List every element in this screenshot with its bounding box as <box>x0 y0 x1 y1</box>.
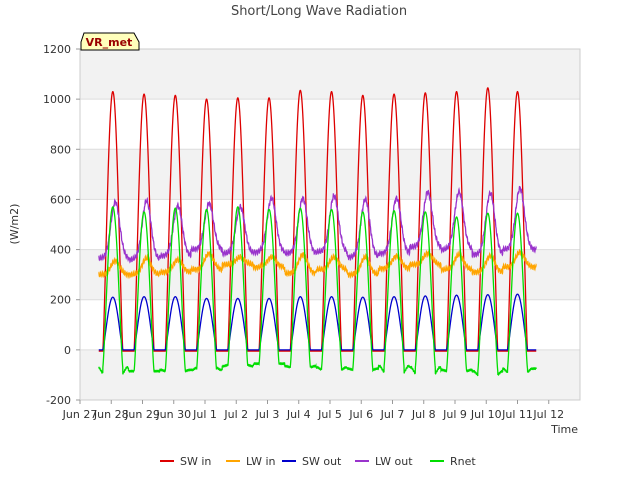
legend-label-lw-in: LW in <box>246 455 276 468</box>
series-line-rnet <box>98 206 537 377</box>
legend-label-sw-in: SW in <box>180 455 211 468</box>
series-line-lw-in <box>98 248 537 280</box>
y-tick-label: 0 <box>64 344 71 357</box>
x-tick-label: Jul 2 <box>223 408 248 421</box>
chart-title: Short/Long Wave Radiation <box>231 4 407 19</box>
y-tick-label: -200 <box>46 394 71 407</box>
x-tick-label: Jul 6 <box>348 408 373 421</box>
series-line-sw-in <box>98 87 537 352</box>
y-tick-label: 1000 <box>43 93 71 106</box>
x-tick-label: Jul 8 <box>411 408 436 421</box>
series-line-sw-out <box>98 293 537 351</box>
x-tick-label: Jun 28 <box>93 408 129 421</box>
x-tick-label: Jul 7 <box>380 408 405 421</box>
y-axis: -200 0 200 400 600 800 1000 1200 <box>43 43 80 407</box>
x-tick-label: Jul 9 <box>442 408 467 421</box>
legend-label-sw-out: SW out <box>302 455 342 468</box>
badge-label: VR_met <box>86 36 133 49</box>
y-tick-label: 600 <box>50 193 71 206</box>
x-tick-label: Jun 27 <box>62 408 98 421</box>
background-band <box>80 249 580 300</box>
x-tick-label: Jul 1 <box>192 408 217 421</box>
y-axis-label: (W/m2) <box>8 204 21 245</box>
x-tick-label: Jun 30 <box>155 408 191 421</box>
background-band <box>80 349 580 400</box>
x-tick-label: Jun 29 <box>124 408 160 421</box>
y-tick-label: 1200 <box>43 43 71 56</box>
x-tick-label: Jul 10 <box>470 408 502 421</box>
series-lines <box>98 87 537 377</box>
legend-label-lw-out: LW out <box>375 455 413 468</box>
x-tick-label: Jul 5 <box>317 408 342 421</box>
station-badge: VR_met <box>80 32 140 51</box>
background-band <box>80 149 580 200</box>
y-tick-label: 400 <box>50 244 71 257</box>
badge-box <box>80 32 140 51</box>
x-axis-label: Time <box>550 423 578 436</box>
x-tick-label: Jul 12 <box>532 408 564 421</box>
y-tick-label: 800 <box>50 143 71 156</box>
background-band <box>80 49 580 100</box>
legend-label-rnet: Rnet <box>450 455 476 468</box>
y-tick-label: 200 <box>50 294 71 307</box>
x-tick-label: Jul 3 <box>255 408 280 421</box>
legend: SW in LW in SW out LW out Rnet <box>160 455 476 468</box>
x-tick-label: Jul 4 <box>286 408 311 421</box>
x-tick-label: Jul 11 <box>501 408 533 421</box>
